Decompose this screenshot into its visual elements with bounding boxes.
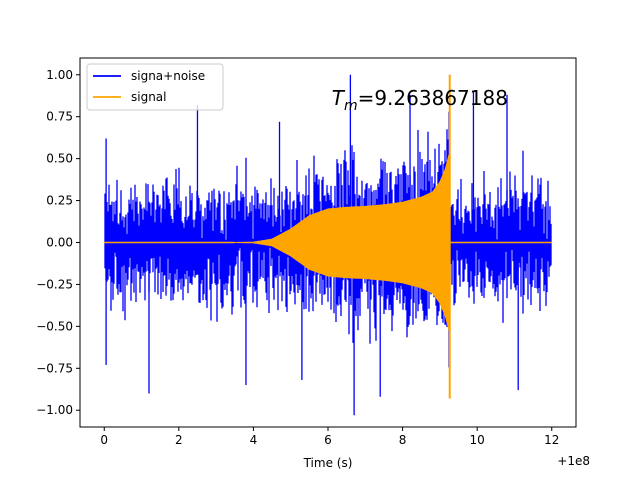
x-tick-label: 2	[175, 433, 183, 447]
y-tick-label: −0.50	[36, 319, 73, 333]
x-tick-label: 12	[544, 433, 559, 447]
x-tick-label: 4	[250, 433, 258, 447]
annotation-subscript: m	[344, 98, 358, 114]
x-tick-label: 8	[399, 433, 407, 447]
y-tick-label: 1.00	[46, 68, 73, 82]
x-tick-label: 6	[324, 433, 332, 447]
y-tick-label: −0.75	[36, 361, 73, 375]
y-tick-label: 0.50	[46, 152, 73, 166]
legend-label: signal	[131, 90, 167, 104]
x-axis-offset-label: +1e8	[557, 454, 590, 468]
y-tick-label: −1.00	[36, 403, 73, 417]
merger-time-annotation: Tm=9.263867188	[332, 86, 508, 114]
legend: signa+noise signal	[86, 63, 224, 111]
series-signal	[104, 74, 552, 399]
y-axis: −1.00 −0.75 −0.50 −0.25 0.00 0.25 0.50 0.75 1.00	[36, 68, 80, 417]
x-axis-label: Time (s)	[303, 456, 353, 470]
annotation-value: =9.263867188	[358, 86, 508, 110]
y-tick-label: 0.25	[46, 194, 73, 208]
legend-label: signa+noise	[131, 69, 205, 83]
annotation-symbol: T	[332, 86, 346, 110]
y-tick-label: −0.25	[36, 277, 73, 291]
y-tick-label: 0.00	[46, 236, 73, 250]
x-tick-label: 10	[470, 433, 485, 447]
x-tick-label: 0	[100, 433, 108, 447]
y-tick-label: 0.75	[46, 110, 73, 124]
x-axis: 0 2 4 6 8 10 12	[100, 427, 559, 447]
